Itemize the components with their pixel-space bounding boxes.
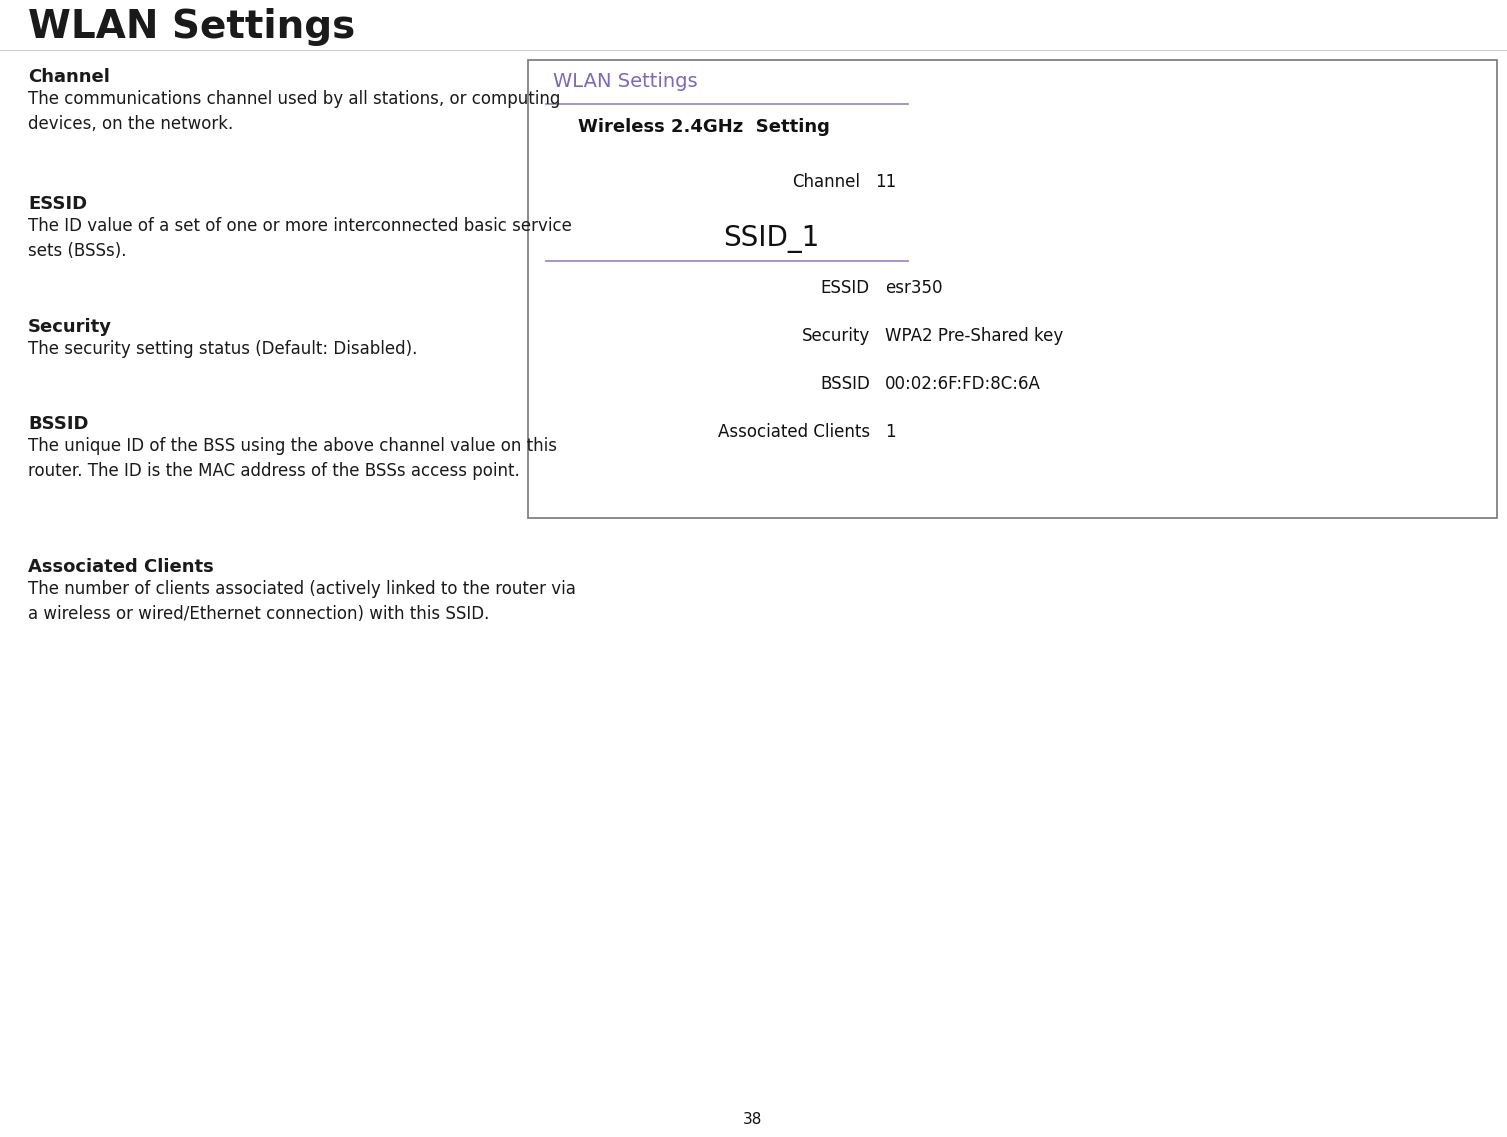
Text: 00:02:6F:FD:8C:6A: 00:02:6F:FD:8C:6A <box>885 375 1041 393</box>
Text: BSSID: BSSID <box>820 375 870 393</box>
Text: The security setting status (Default: Disabled).: The security setting status (Default: Di… <box>29 340 417 358</box>
Text: Associated Clients: Associated Clients <box>29 558 214 576</box>
Text: ESSID: ESSID <box>29 196 87 213</box>
Text: WLAN Settings: WLAN Settings <box>553 72 698 91</box>
Text: Security: Security <box>29 318 112 337</box>
Bar <box>527 60 1496 518</box>
Text: SSID_1: SSID_1 <box>723 225 820 254</box>
Text: The communications channel used by all stations, or computing
devices, on the ne: The communications channel used by all s… <box>29 90 561 133</box>
Text: ESSID: ESSID <box>821 279 870 297</box>
Text: 1: 1 <box>885 423 895 441</box>
Text: Wireless 2.4GHz  Setting: Wireless 2.4GHz Setting <box>579 118 830 136</box>
Text: 11: 11 <box>876 173 897 191</box>
Text: 38: 38 <box>743 1112 763 1127</box>
Text: The number of clients associated (actively linked to the router via
a wireless o: The number of clients associated (active… <box>29 580 576 623</box>
Text: BSSID: BSSID <box>29 415 89 433</box>
Text: Security: Security <box>802 327 870 345</box>
Text: The unique ID of the BSS using the above channel value on this
router. The ID is: The unique ID of the BSS using the above… <box>29 437 558 480</box>
Text: WPA2 Pre-Shared key: WPA2 Pre-Shared key <box>885 327 1064 345</box>
Text: esr350: esr350 <box>885 279 942 297</box>
Text: Channel: Channel <box>29 68 110 86</box>
Text: The ID value of a set of one or more interconnected basic service
sets (BSSs).: The ID value of a set of one or more int… <box>29 217 571 260</box>
Text: Channel: Channel <box>793 173 860 191</box>
Text: WLAN Settings: WLAN Settings <box>29 8 356 45</box>
Text: Associated Clients: Associated Clients <box>717 423 870 441</box>
